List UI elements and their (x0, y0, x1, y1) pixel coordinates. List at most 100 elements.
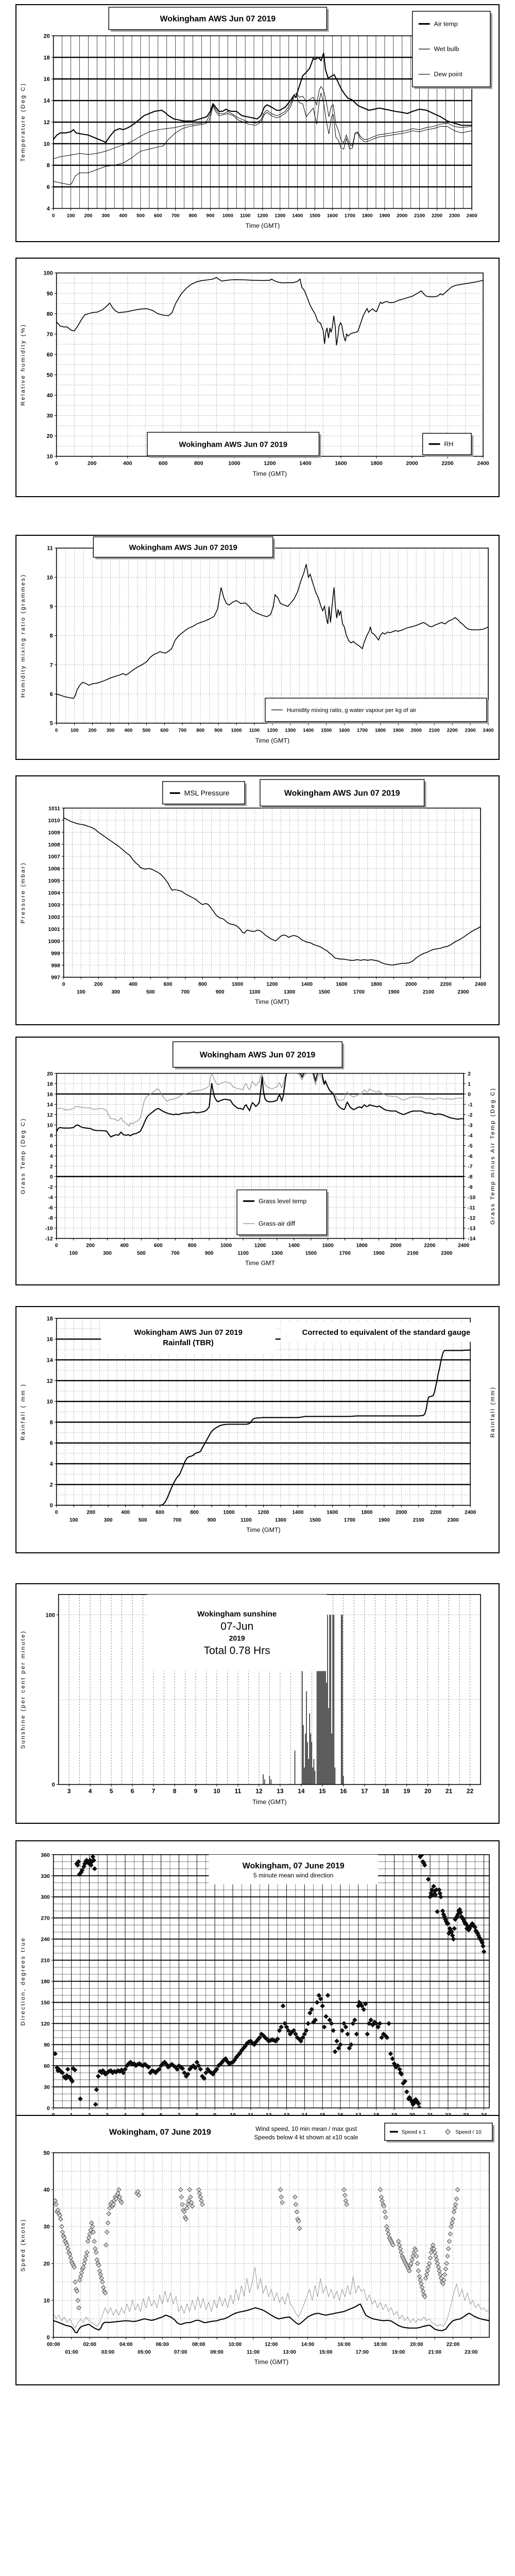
svg-text:500: 500 (142, 727, 150, 733)
svg-text:1200: 1200 (257, 212, 268, 218)
svg-text:1200: 1200 (264, 461, 276, 467)
svg-text:40: 40 (47, 393, 53, 399)
svg-text:16: 16 (47, 1092, 53, 1097)
svg-text:02:00: 02:00 (83, 2342, 97, 2348)
svg-text:2300: 2300 (441, 1250, 453, 1256)
svg-text:400: 400 (125, 727, 133, 733)
svg-text:RH: RH (444, 440, 453, 448)
series (53, 2187, 490, 2334)
svg-text:1200: 1200 (266, 982, 278, 988)
svg-text:10:00: 10:00 (229, 2342, 242, 2348)
svg-text:2000: 2000 (411, 727, 422, 733)
svg-text:Temperature (Deg C): Temperature (Deg C) (20, 82, 26, 162)
svg-text:Pressure (mbar): Pressure (mbar) (20, 862, 26, 923)
svg-text:2200: 2200 (424, 1243, 436, 1249)
svg-text:-3: -3 (468, 1123, 472, 1129)
gridlines (53, 36, 472, 209)
svg-text:800: 800 (198, 982, 207, 988)
svg-text:10: 10 (44, 141, 50, 147)
svg-text:1500: 1500 (319, 990, 331, 995)
svg-text:1200: 1200 (258, 1510, 269, 1516)
series-air-temp (53, 53, 472, 144)
svg-text:2400: 2400 (483, 727, 494, 733)
svg-text:19:00: 19:00 (392, 2349, 405, 2355)
humidity-mixing-ratio-chart: 0 100 200 300 400 500 600 700 800 900 1000 1100 1200… (16, 536, 499, 759)
svg-text:2: 2 (50, 1164, 53, 1170)
svg-text:1007: 1007 (48, 854, 60, 860)
svg-text:300: 300 (101, 212, 110, 218)
svg-text:18: 18 (44, 55, 50, 61)
svg-text:10: 10 (213, 1788, 220, 1795)
svg-text:500: 500 (137, 1250, 146, 1256)
svg-text:8: 8 (50, 1419, 53, 1426)
svg-text:240: 240 (41, 1937, 50, 1943)
svg-text:-7: -7 (468, 1164, 472, 1170)
series-wind-direction (53, 1854, 487, 2108)
series-max-gust (53, 2267, 490, 2329)
svg-text:0: 0 (47, 2106, 50, 2111)
svg-text:0: 0 (468, 1092, 471, 1097)
svg-text:Time (GMT): Time (GMT) (252, 1798, 287, 1805)
svg-text:Wokingham AWS Jun 07 2019: Wokingham AWS Jun 07 2019 (160, 15, 276, 24)
svg-text:800: 800 (194, 461, 203, 467)
legend: Air temp Wet bulb Dew point (412, 11, 493, 89)
axes: 0100200300400500600700800900100011001200… (20, 1316, 496, 1534)
svg-text:1700: 1700 (345, 212, 355, 218)
svg-text:100: 100 (43, 270, 53, 277)
svg-text:16: 16 (44, 76, 50, 82)
svg-text:50: 50 (44, 2150, 50, 2156)
svg-text:1600: 1600 (336, 982, 348, 988)
svg-text:1400: 1400 (303, 727, 314, 733)
series (63, 817, 481, 966)
svg-text:-10: -10 (45, 1226, 53, 1232)
svg-text:800: 800 (188, 1243, 197, 1249)
svg-text:2: 2 (468, 1071, 471, 1077)
svg-text:600: 600 (154, 212, 162, 218)
svg-text:1100: 1100 (240, 212, 250, 218)
svg-text:500: 500 (146, 990, 155, 995)
svg-text:100: 100 (71, 727, 79, 733)
svg-text:10: 10 (47, 574, 53, 581)
svg-text:12: 12 (255, 1788, 263, 1795)
panel-msl-pressure: 0 100 200 300 400 500 600 700 800 900 1000 1100 1200… (15, 775, 500, 1025)
svg-text:-11: -11 (468, 1206, 475, 1211)
series (56, 1073, 464, 1138)
svg-text:10: 10 (47, 454, 53, 460)
svg-text:1400: 1400 (301, 982, 313, 988)
title-box: Wokingham AWS Jun 07 2019 (173, 1041, 345, 1070)
svg-text:1800: 1800 (356, 1243, 368, 1249)
svg-text:Wokingham sunshine: Wokingham sunshine (197, 1610, 277, 1618)
svg-text:20: 20 (47, 433, 53, 439)
svg-text:1001: 1001 (48, 927, 60, 933)
svg-text:20: 20 (44, 2261, 50, 2267)
svg-text:17:00: 17:00 (355, 2349, 369, 2355)
svg-text:0: 0 (50, 1503, 53, 1509)
svg-text:2200: 2200 (441, 461, 453, 467)
svg-text:1800: 1800 (371, 982, 383, 988)
wind-direction-chart: 0123456789101112131415161718192021222324… (16, 1841, 499, 2145)
svg-text:600: 600 (156, 1510, 164, 1516)
svg-text:1400: 1400 (299, 461, 311, 467)
svg-text:Speed (knots): Speed (knots) (20, 2218, 26, 2272)
svg-text:Speed / 10: Speed / 10 (455, 2130, 482, 2136)
svg-text:30: 30 (47, 413, 53, 419)
svg-text:20: 20 (47, 1071, 53, 1077)
panel-relative-humidity: 0 200 400 600 800 1000 1200 1400 1600 1800 2000 220… (15, 258, 500, 497)
gridlines (56, 548, 489, 723)
svg-text:90: 90 (44, 2043, 50, 2048)
svg-text:6: 6 (50, 1144, 53, 1149)
svg-text:120: 120 (41, 2022, 50, 2027)
svg-text:50: 50 (47, 372, 53, 378)
svg-text:21: 21 (445, 1788, 453, 1795)
svg-text:300: 300 (41, 1895, 50, 1901)
svg-text:Wokingham AWS Jun 07 2019: Wokingham AWS Jun 07 2019 (134, 1329, 243, 1337)
svg-text:0: 0 (55, 1243, 58, 1249)
svg-text:1: 1 (468, 1081, 471, 1087)
svg-text:06:00: 06:00 (156, 2342, 169, 2348)
svg-text:0: 0 (62, 982, 65, 988)
svg-text:1011: 1011 (48, 806, 60, 811)
svg-text:14: 14 (44, 98, 50, 104)
svg-text:1600: 1600 (339, 727, 350, 733)
svg-text:-6: -6 (468, 1154, 472, 1160)
